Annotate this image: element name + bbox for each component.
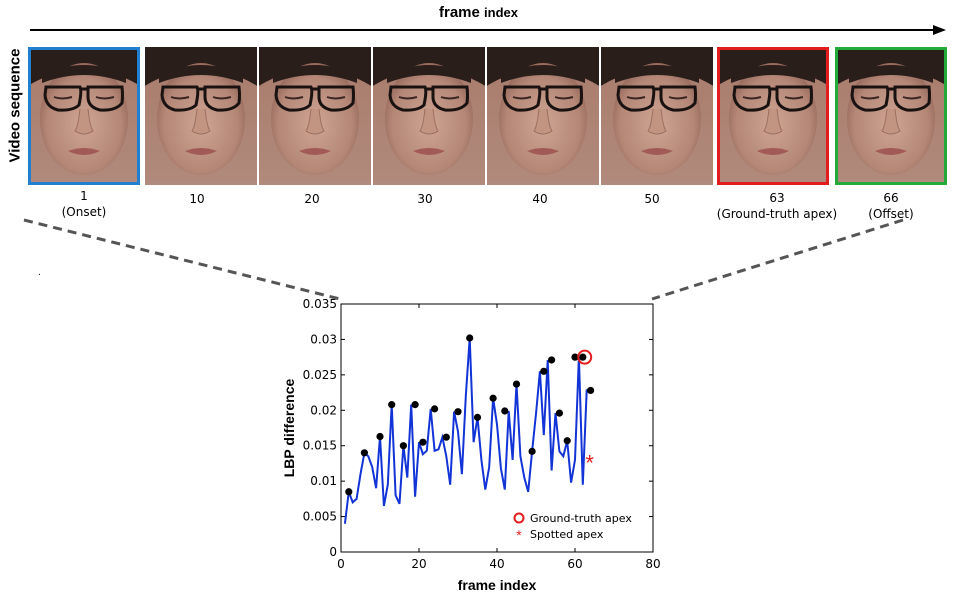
y-tick-label: 0.01	[310, 474, 337, 488]
data-point	[579, 353, 587, 361]
series-markers	[345, 334, 595, 496]
frame-image-10	[145, 47, 257, 185]
frame-image-apex	[717, 47, 829, 185]
frame-image-40	[487, 47, 599, 185]
data-point	[431, 405, 439, 413]
data-point	[571, 353, 579, 361]
frame-caption-40: 40	[475, 191, 605, 207]
y-tick-label: 0.03	[310, 332, 337, 346]
x-tick-label: 60	[567, 557, 582, 571]
legend: Ground-truth apex * Spotted apex	[513, 512, 632, 543]
ground-truth-apex-marker	[577, 349, 593, 365]
data-point	[489, 394, 497, 402]
data-point	[388, 401, 396, 409]
data-point	[399, 442, 407, 450]
x-tick-label: 0	[337, 557, 345, 571]
frame-index-arrow-head	[933, 25, 946, 35]
frame-number: 63	[769, 191, 785, 205]
frame-caption-apex: 63 (Ground-truth apex)	[711, 190, 843, 222]
y-tick-label: 0.005	[303, 510, 337, 524]
legend-circle-marker	[513, 512, 525, 524]
frame-number: 40	[532, 192, 548, 206]
frame-note: (Ground-truth apex)	[716, 207, 838, 221]
x-tick-label: 40	[489, 557, 504, 571]
frame-number: 10	[189, 192, 205, 206]
data-point	[512, 380, 521, 388]
frame-number: 66	[883, 191, 899, 205]
data-point	[548, 356, 556, 364]
data-point	[540, 367, 548, 375]
frame-caption-50: 50	[587, 191, 717, 207]
top-axis-title: frame index	[0, 4, 957, 21]
stray-dot: .	[38, 267, 41, 278]
frame-image-30	[373, 47, 485, 185]
frame-number: 30	[417, 192, 433, 206]
y-tick-label: 0.025	[303, 368, 337, 382]
legend-ground-truth-label: Ground-truth apex	[530, 512, 632, 525]
legend-spotted-label: Spotted apex	[530, 528, 604, 541]
legend-asterisk-marker: *	[516, 527, 522, 543]
frame-caption-offset: 66 (Offset)	[826, 190, 956, 222]
top-axis-title-sub: index	[484, 5, 518, 20]
data-point	[411, 401, 419, 409]
data-point	[555, 409, 563, 417]
data-point	[376, 432, 384, 441]
y-tick-label: 0.035	[303, 297, 337, 311]
y-tick-label: 0.015	[303, 439, 337, 453]
frame-number: 20	[304, 192, 320, 206]
lbp-difference-chart: 0 0.005 0.01 0.015 0.02 0.025 0.03 0.035 0 20 40 6…	[281, 297, 661, 593]
frame-caption-onset: 1 (Onset)	[19, 188, 149, 220]
data-point	[466, 334, 474, 342]
frame-caption-20: 20	[247, 191, 377, 207]
y-axis-ticks: 0 0.005 0.01 0.015 0.02 0.025 0.03 0.035	[303, 297, 653, 559]
x-axis-ticks: 0 20 40 60 80	[337, 304, 661, 571]
frame-caption-30: 30	[360, 191, 490, 207]
frame-image-offset	[835, 47, 947, 185]
right-dashed-connector	[651, 218, 904, 301]
data-point	[442, 433, 450, 441]
y-tick-label: 0.02	[310, 403, 337, 417]
data-point	[454, 408, 462, 416]
data-point	[360, 449, 368, 457]
frame-image-50	[601, 47, 713, 185]
y-tick-label: 0	[329, 545, 337, 559]
data-point	[563, 437, 571, 445]
data-point	[587, 386, 595, 395]
data-point	[501, 407, 509, 415]
frame-image-20	[259, 47, 371, 185]
spotted-apex-marker: *	[585, 450, 594, 475]
data-point	[419, 438, 427, 446]
frame-note: (Onset)	[61, 205, 107, 219]
series-line	[343, 337, 591, 524]
data-point	[345, 488, 353, 496]
left-dashed-connector	[23, 218, 341, 301]
frame-number: 1	[80, 189, 88, 203]
x-tick-label: 80	[645, 557, 660, 571]
x-axis-label: frame index	[458, 577, 537, 593]
x-tick-label: 20	[411, 557, 426, 571]
data-point	[528, 447, 536, 455]
data-point	[473, 413, 482, 421]
frame-image-onset	[28, 47, 140, 185]
frame-number: 50	[644, 192, 660, 206]
top-axis-title-main: frame	[439, 4, 480, 21]
video-sequence-label: Video sequence	[6, 48, 24, 163]
y-axis-label: LBP difference	[281, 379, 297, 478]
frame-note: (Offset)	[868, 207, 914, 221]
frame-caption-10: 10	[132, 191, 262, 207]
